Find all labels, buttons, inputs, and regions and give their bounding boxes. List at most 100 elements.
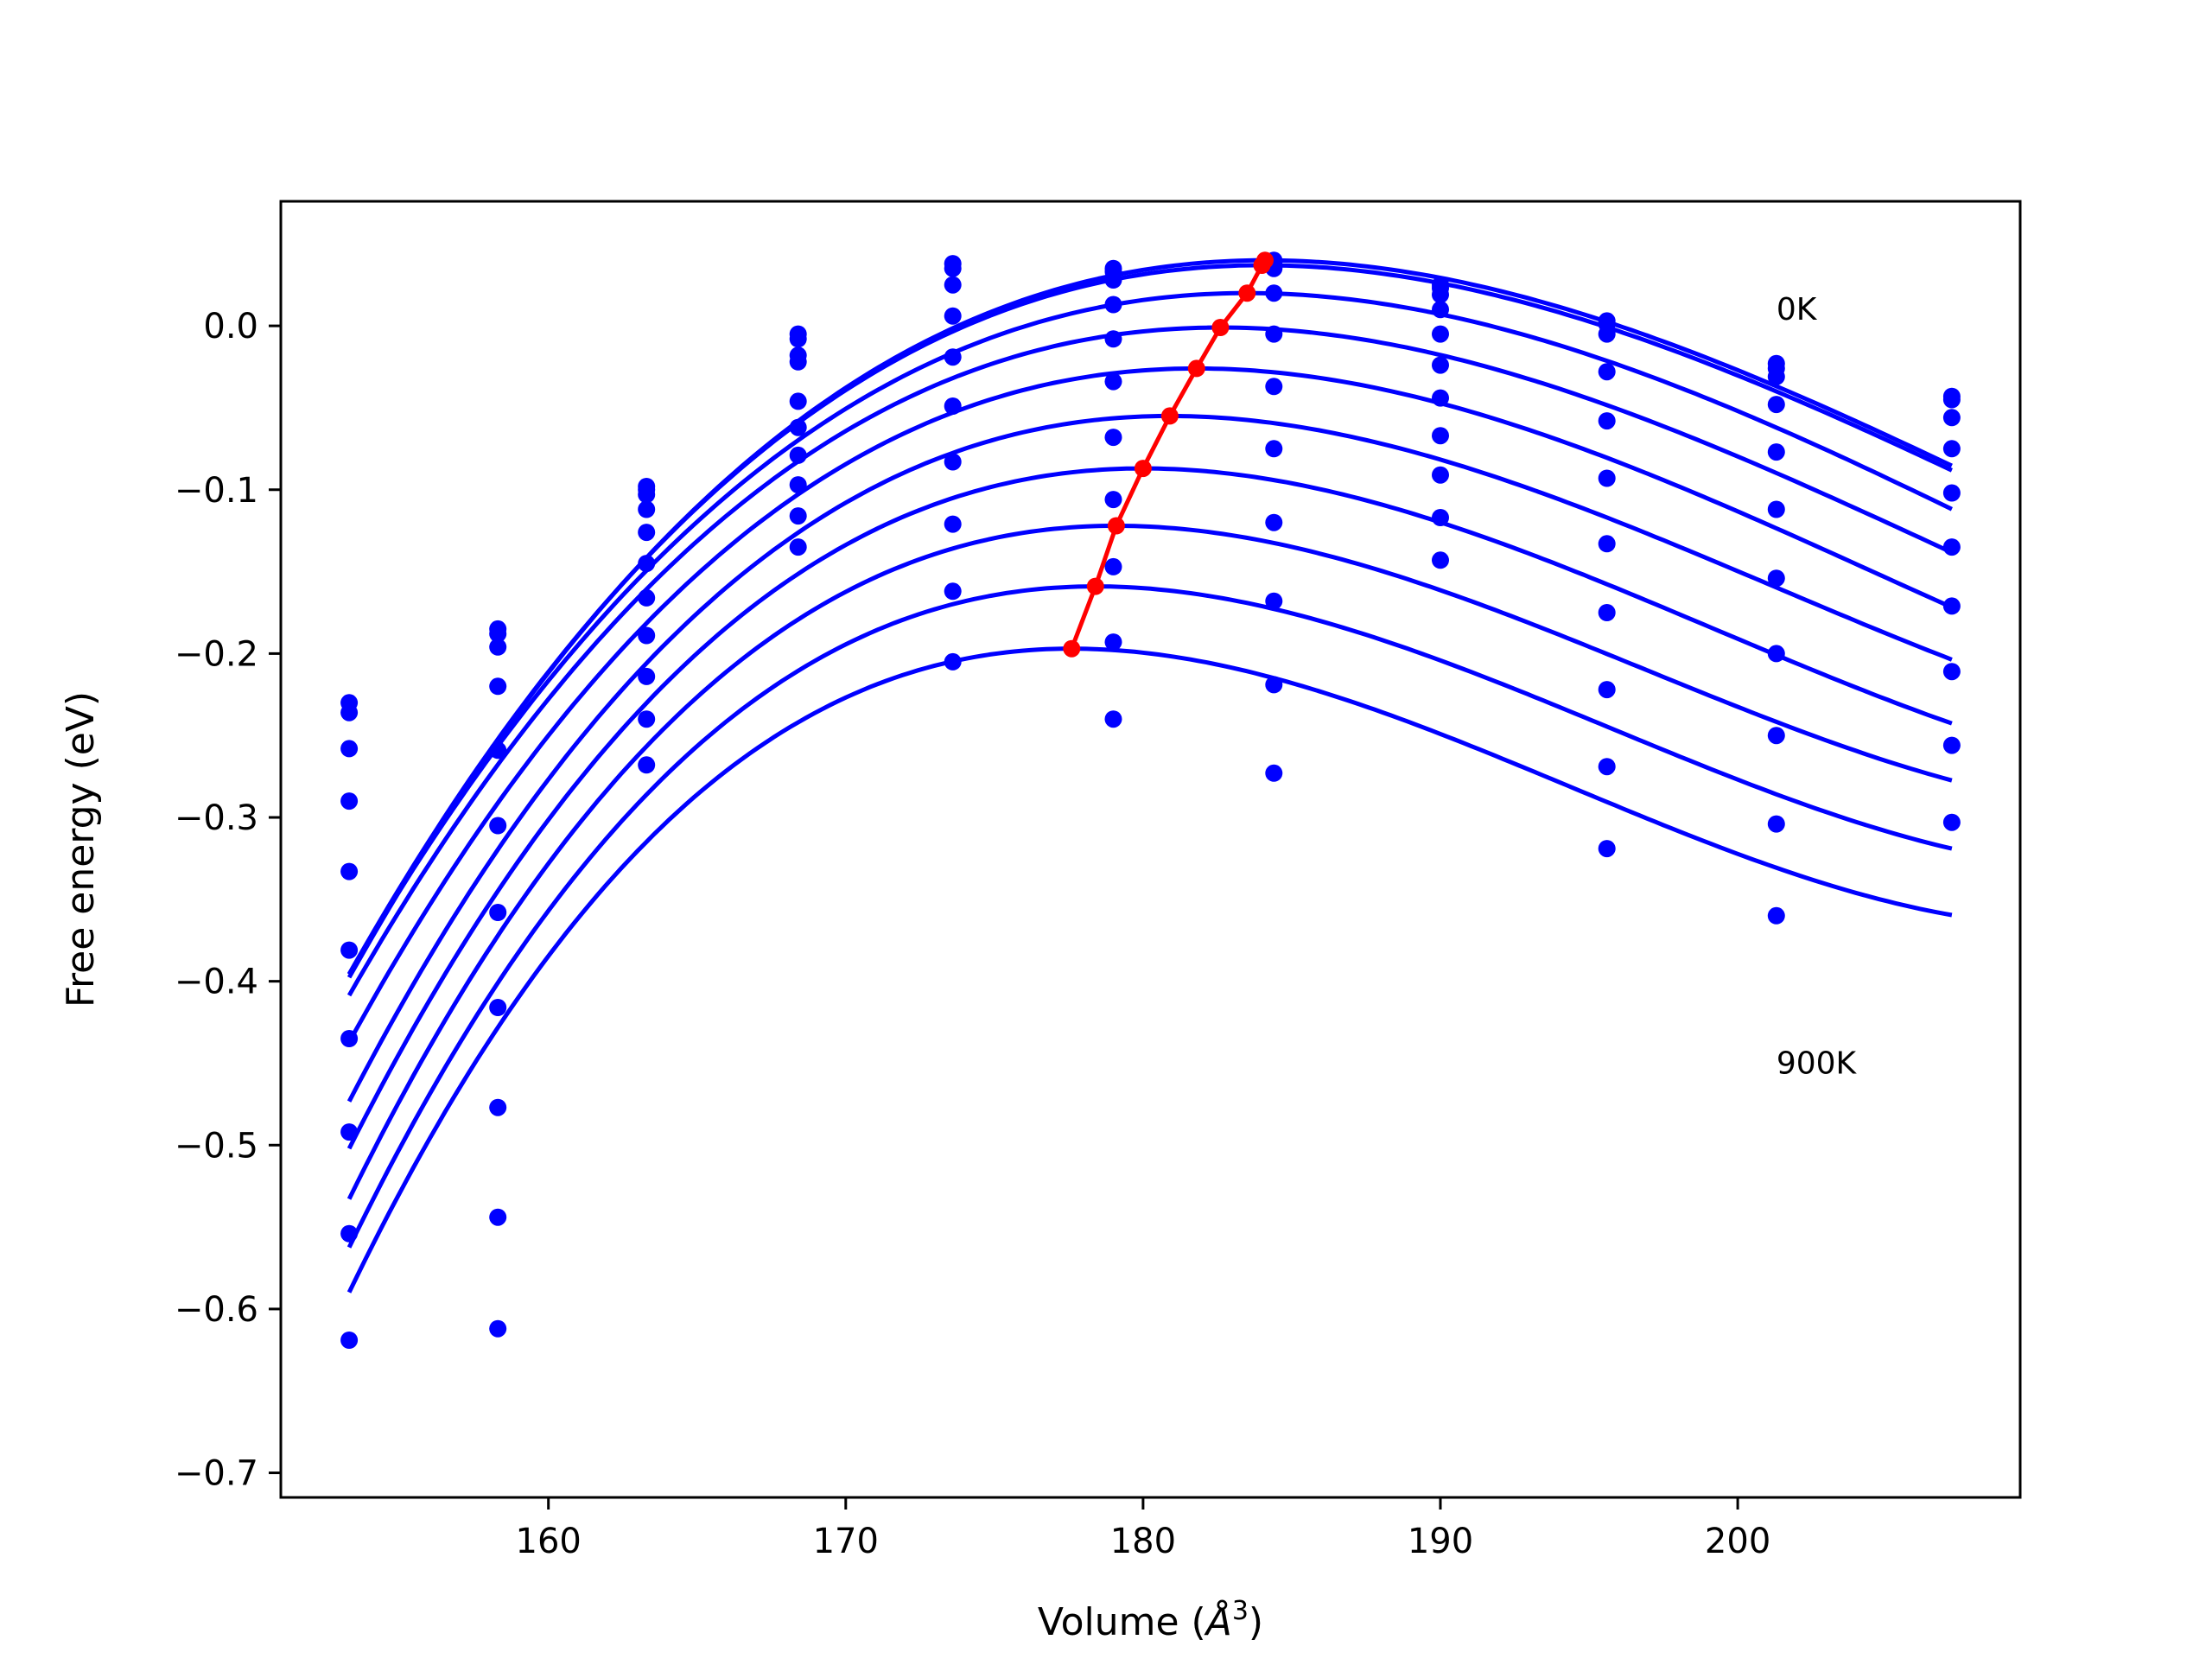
- data-point: [789, 538, 807, 556]
- data-point: [789, 330, 807, 348]
- data-point: [340, 862, 359, 880]
- minima-point: [1187, 359, 1205, 378]
- data-point: [1104, 633, 1122, 652]
- data-point: [1598, 758, 1616, 776]
- data-point: [789, 507, 807, 525]
- data-point: [340, 740, 359, 758]
- fitted-curve-2: [346, 290, 1953, 976]
- data-point: [1104, 429, 1122, 447]
- y-tick-label: −0.2: [175, 634, 258, 674]
- data-point: [1265, 325, 1283, 343]
- data-point: [340, 941, 359, 959]
- data-point: [340, 792, 359, 810]
- y-tick-label: −0.5: [175, 1126, 258, 1166]
- y-tick-label: −0.6: [175, 1290, 258, 1330]
- fitted-curve-8: [346, 584, 1953, 1249]
- minima-point: [1238, 284, 1256, 302]
- data-point: [944, 397, 962, 415]
- data-point: [789, 446, 807, 464]
- fitted-curves: [346, 257, 1953, 1294]
- minima-line: [1069, 258, 1268, 650]
- data-point: [489, 817, 507, 835]
- fitted-curve-4: [346, 365, 1953, 1044]
- data-point: [1767, 569, 1785, 588]
- minima-point: [1086, 577, 1104, 595]
- data-point: [1767, 396, 1785, 414]
- data-point: [1104, 557, 1122, 575]
- data-point: [489, 904, 507, 921]
- data-point: [1767, 727, 1785, 745]
- x-axis-label: Volume (Å3): [1038, 1596, 1263, 1644]
- data-point: [1767, 645, 1785, 663]
- data-point: [1598, 681, 1616, 699]
- data-point: [944, 582, 962, 601]
- data-point: [1265, 284, 1283, 302]
- data-point: [1432, 356, 1449, 374]
- data-point: [1942, 736, 1961, 754]
- minima-point: [1063, 639, 1081, 658]
- minima-point: [1256, 251, 1274, 270]
- data-point: [1598, 363, 1616, 381]
- data-point: [1942, 409, 1961, 427]
- data-point: [1265, 513, 1283, 531]
- data-point: [638, 626, 656, 645]
- data-point: [1265, 592, 1283, 610]
- data-point: [638, 710, 656, 728]
- data-point: [1432, 509, 1449, 526]
- data-point: [1767, 815, 1785, 833]
- x-axis-label-close: ): [1249, 1600, 1263, 1644]
- data-point: [1598, 469, 1616, 487]
- x-axis-ticks: 160 170 180 190 200: [516, 1497, 1770, 1561]
- data-point: [1942, 538, 1961, 556]
- annotations: 0K 900K: [1777, 292, 1858, 1081]
- data-point: [340, 1123, 359, 1141]
- y-tick-label: −0.1: [175, 471, 258, 511]
- x-tick-label: 180: [1110, 1522, 1176, 1561]
- annotation-label: 0K: [1777, 292, 1818, 327]
- data-point: [638, 756, 656, 774]
- data-point: [489, 638, 507, 656]
- minima-point: [1211, 319, 1230, 336]
- data-point: [1767, 906, 1785, 925]
- minima-point: [1160, 407, 1179, 425]
- data-point: [1598, 840, 1616, 858]
- x-tick-label: 200: [1705, 1522, 1770, 1561]
- x-axis-label-text: Volume (: [1038, 1600, 1206, 1644]
- data-point: [1432, 325, 1449, 343]
- data-point: [638, 500, 656, 518]
- x-tick-label: 190: [1408, 1522, 1473, 1561]
- data-point: [1104, 271, 1122, 289]
- data-point: [1942, 391, 1961, 409]
- data-point: [789, 418, 807, 436]
- data-point: [638, 555, 656, 573]
- data-point: [1598, 412, 1616, 430]
- y-tick-label: −0.4: [175, 963, 258, 1002]
- data-point: [1598, 535, 1616, 553]
- data-point: [1767, 367, 1785, 385]
- data-point: [340, 703, 359, 721]
- x-tick-label: 170: [813, 1522, 879, 1561]
- fitted-curve-9: [346, 646, 1953, 1294]
- fitted-curve-5: [346, 413, 1953, 1103]
- data-point: [944, 348, 962, 366]
- data-point: [1432, 466, 1449, 484]
- data-point: [340, 1030, 359, 1047]
- annotation-label: 900K: [1777, 1046, 1858, 1081]
- data-point: [489, 1319, 507, 1338]
- y-axis-ticks: 0.0 −0.1 −0.2 −0.3 −0.4 −0.5 −0.6 −0.7: [175, 307, 281, 1494]
- minima-point: [1107, 517, 1125, 535]
- data-point: [789, 476, 807, 494]
- x-tick-label: 160: [516, 1522, 582, 1561]
- data-point: [1942, 484, 1961, 502]
- fitted-curve-3: [346, 325, 1953, 997]
- fitted-curve-1: [346, 263, 1953, 976]
- plot-frame: [279, 200, 2022, 1499]
- data-point: [944, 652, 962, 671]
- data-point: [789, 353, 807, 371]
- data-point: [1104, 710, 1122, 728]
- data-point: [489, 999, 507, 1016]
- data-point: [1104, 491, 1122, 509]
- y-axis-label: Free energy (eV): [59, 691, 103, 1007]
- data-point: [489, 1208, 507, 1226]
- data-points: [340, 251, 1961, 1349]
